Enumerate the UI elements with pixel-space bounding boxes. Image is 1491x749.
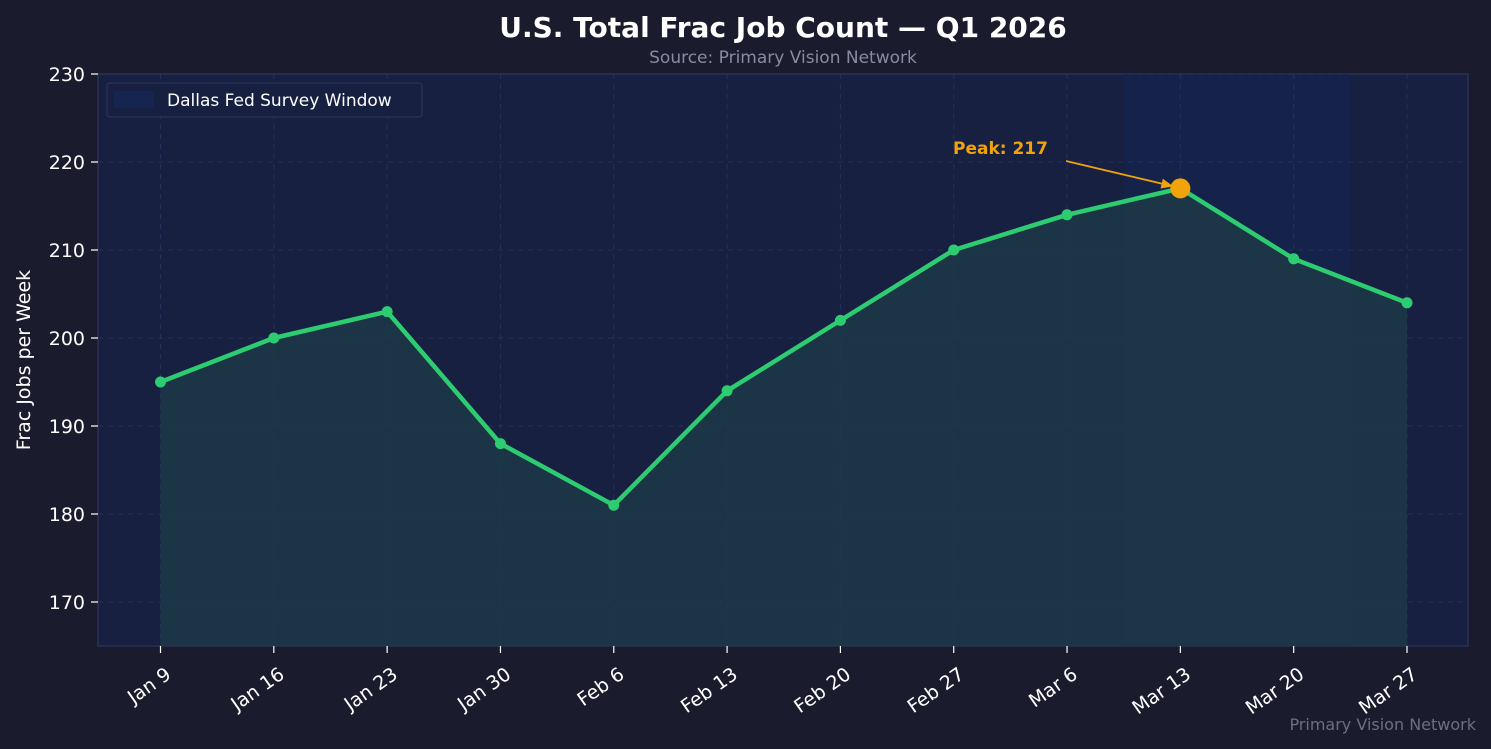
data-point — [155, 376, 166, 388]
x-tick-label: Jan 30 — [453, 663, 515, 716]
y-tick-label: 210 — [49, 240, 85, 262]
data-point — [1401, 297, 1413, 309]
x-tick-label: Jan 16 — [226, 663, 288, 716]
data-point — [721, 385, 733, 397]
legend: Dallas Fed Survey Window — [106, 82, 423, 118]
data-point — [1061, 209, 1073, 221]
y-tick-label: 200 — [49, 328, 85, 350]
y-tick-label: 170 — [49, 592, 85, 614]
x-tick-label: Mar 20 — [1242, 663, 1309, 719]
annotation-arrowhead — [1160, 178, 1174, 189]
x-tick-label: Feb 13 — [677, 663, 742, 718]
y-tick-label: 180 — [49, 504, 85, 526]
x-tick-label: Jan 23 — [340, 663, 402, 716]
data-point — [834, 314, 846, 326]
annotation-text: Peak: 217 — [953, 139, 1048, 159]
y-tick-label: 230 — [49, 64, 85, 86]
series-area-fill — [160, 188, 1407, 646]
data-point — [608, 499, 620, 511]
data-point — [494, 438, 506, 450]
data-points — [155, 178, 1413, 511]
y-axis-label: Frac Jobs per Week — [13, 270, 35, 450]
x-tick-label: Mar 6 — [1025, 663, 1082, 712]
x-tick-label: Mar 13 — [1128, 663, 1195, 719]
x-tick-label: Mar 27 — [1355, 663, 1422, 719]
peak-annotation: Peak: 217 — [953, 139, 1174, 189]
legend-box — [106, 82, 423, 118]
y-tick-label: 220 — [49, 152, 85, 174]
legend-label: Dallas Fed Survey Window — [167, 91, 392, 111]
x-tick-label: Feb 27 — [903, 663, 968, 718]
data-point — [1288, 253, 1300, 265]
legend-swatch — [114, 91, 154, 108]
chart-subtitle: Source: Primary Vision Network — [649, 48, 917, 68]
x-tick-label: Jan 9 — [123, 663, 175, 709]
annotation-arrow — [1065, 160, 1174, 188]
data-point — [268, 332, 280, 344]
y-tick-label: 190 — [49, 416, 85, 438]
peak-point — [1170, 178, 1191, 199]
series-line — [158, 186, 1410, 508]
x-tick-label: Feb 20 — [790, 663, 855, 718]
data-point — [948, 244, 960, 256]
data-point — [381, 306, 393, 318]
chart-title: U.S. Total Frac Job Count — Q1 2026 — [499, 11, 1067, 44]
watermark: Primary Vision Network — [1289, 715, 1476, 734]
x-tick-label: Feb 6 — [573, 663, 628, 711]
